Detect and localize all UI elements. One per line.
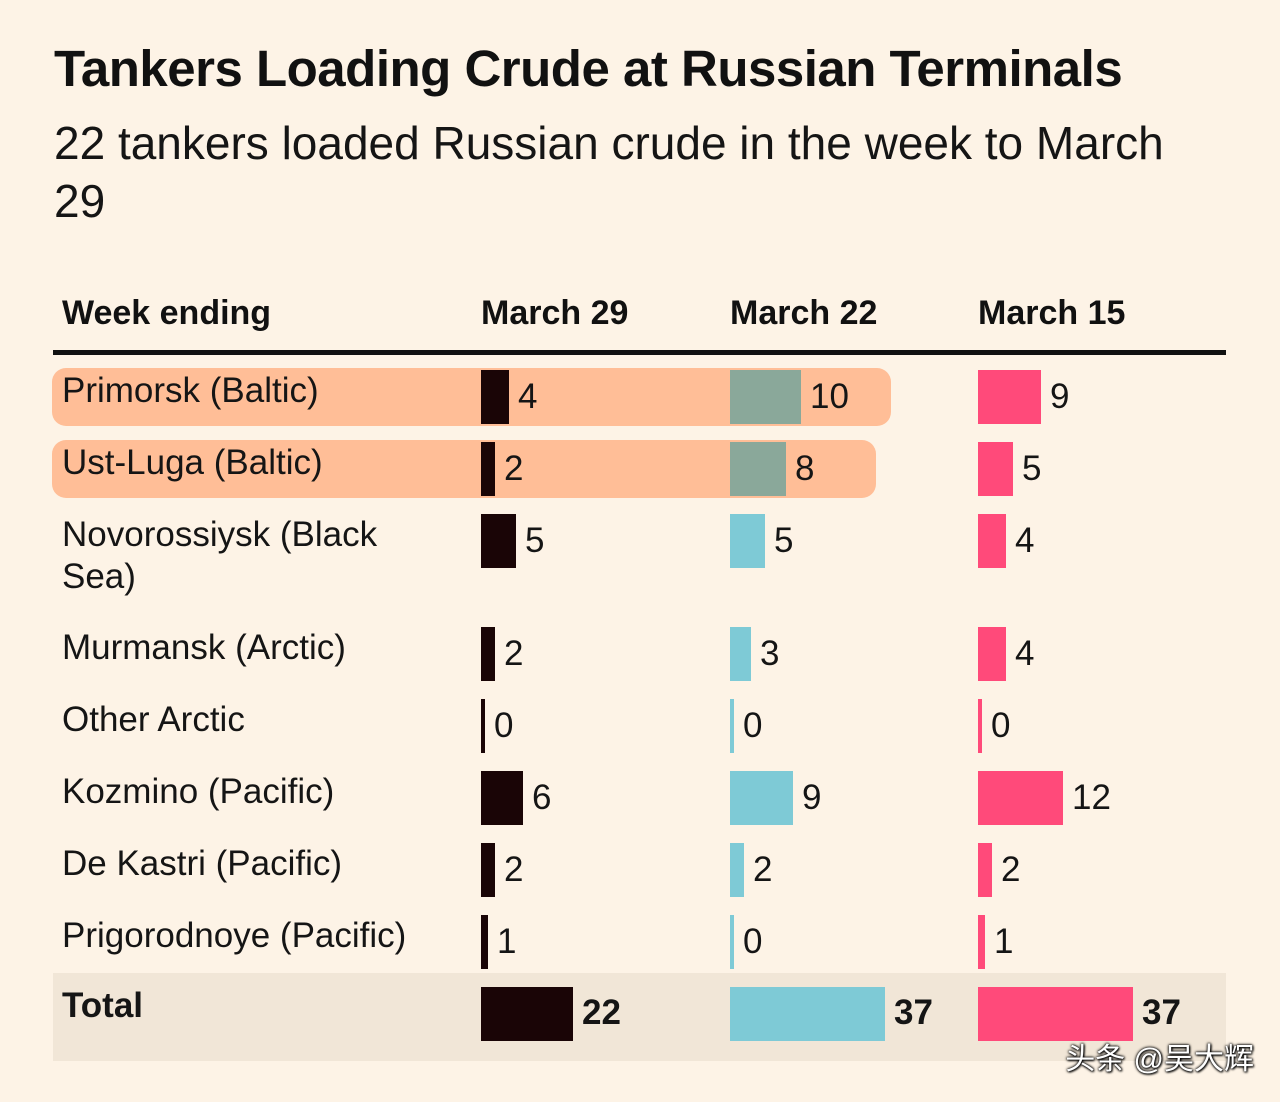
value-label-4-2: 3 — [760, 634, 780, 673]
value-label-2-1: 2 — [504, 449, 524, 488]
total-value-3: 37 — [1142, 993, 1181, 1032]
column-header-1: March 29 — [481, 294, 629, 332]
value-label-2-2: 8 — [795, 449, 815, 488]
bar-4-3 — [978, 627, 1006, 681]
value-label-8-3: 1 — [994, 922, 1014, 961]
value-label-8-2: 0 — [743, 922, 763, 961]
value-label-8-1: 1 — [497, 922, 517, 961]
bar-6-3 — [978, 771, 1063, 825]
watermark: 头条 @吴大辉 — [1065, 1043, 1254, 1076]
bar-1-3 — [978, 370, 1041, 424]
bar-6-1 — [481, 771, 523, 825]
column-header-2: March 22 — [730, 294, 878, 332]
total-bar-2 — [730, 987, 885, 1041]
row-label-4: Murmansk (Arctic) — [62, 628, 346, 667]
total-value-1: 22 — [582, 993, 621, 1032]
total-bar-1 — [481, 987, 573, 1041]
row-label-6: Kozmino (Pacific) — [62, 772, 335, 811]
bar-4-2 — [730, 627, 751, 681]
value-label-3-1: 5 — [525, 521, 545, 560]
bar-2-1 — [481, 442, 495, 496]
row-label-2: Ust-Luga (Baltic) — [62, 443, 323, 482]
bar-8-1 — [481, 915, 488, 969]
row-label-5: Other Arctic — [62, 700, 245, 739]
bar-4-1 — [481, 627, 495, 681]
bar-8-3 — [978, 915, 985, 969]
value-label-4-1: 2 — [504, 634, 524, 673]
bar-1-1 — [481, 370, 509, 424]
bar-3-1 — [481, 514, 516, 568]
value-label-2-3: 5 — [1022, 449, 1042, 488]
row-header: Week ending — [62, 294, 272, 332]
value-label-4-3: 4 — [1015, 634, 1035, 673]
bar-7-2 — [730, 843, 744, 897]
bar-3-3 — [978, 514, 1006, 568]
value-label-6-3: 12 — [1072, 778, 1111, 817]
bar-2-2 — [730, 442, 786, 496]
value-label-6-2: 9 — [802, 778, 822, 817]
bar-8-2 — [730, 915, 734, 969]
row-label-7: De Kastri (Pacific) — [62, 844, 343, 883]
header-rule — [53, 350, 1226, 355]
value-label-3-2: 5 — [774, 521, 794, 560]
value-label-1-2: 10 — [810, 377, 849, 416]
value-label-1-1: 4 — [518, 377, 538, 416]
value-label-5-3: 0 — [991, 706, 1011, 745]
bar-3-2 — [730, 514, 765, 568]
row-label-3: Novorossiysk (Black Sea) — [62, 515, 378, 596]
value-label-6-1: 6 — [532, 778, 552, 817]
bar-5-1 — [481, 699, 485, 753]
value-label-5-2: 0 — [743, 706, 763, 745]
bar-5-3 — [978, 699, 982, 753]
total-label: Total — [62, 986, 144, 1025]
row-label-1: Primorsk (Baltic) — [62, 371, 319, 410]
chart-title: Tankers Loading Crude at Russian Termina… — [54, 40, 1123, 97]
value-label-5-1: 0 — [494, 706, 514, 745]
bar-1-2 — [730, 370, 801, 424]
column-header-3: March 15 — [978, 294, 1126, 332]
row-label-8: Prigorodnoye (Pacific) — [62, 916, 407, 955]
value-label-7-3: 2 — [1001, 850, 1021, 889]
bar-7-3 — [978, 843, 992, 897]
value-label-3-3: 4 — [1015, 521, 1035, 560]
bar-7-1 — [481, 843, 495, 897]
value-label-7-2: 2 — [753, 850, 773, 889]
bar-2-3 — [978, 442, 1013, 496]
value-label-1-3: 9 — [1050, 377, 1070, 416]
value-label-7-1: 2 — [504, 850, 524, 889]
total-bar-3 — [978, 987, 1133, 1041]
chart-subtitle: 22 tankers loaded Russian crude in the w… — [54, 117, 1164, 227]
bar-5-2 — [730, 699, 734, 753]
bar-6-2 — [730, 771, 793, 825]
total-value-2: 37 — [894, 993, 933, 1032]
